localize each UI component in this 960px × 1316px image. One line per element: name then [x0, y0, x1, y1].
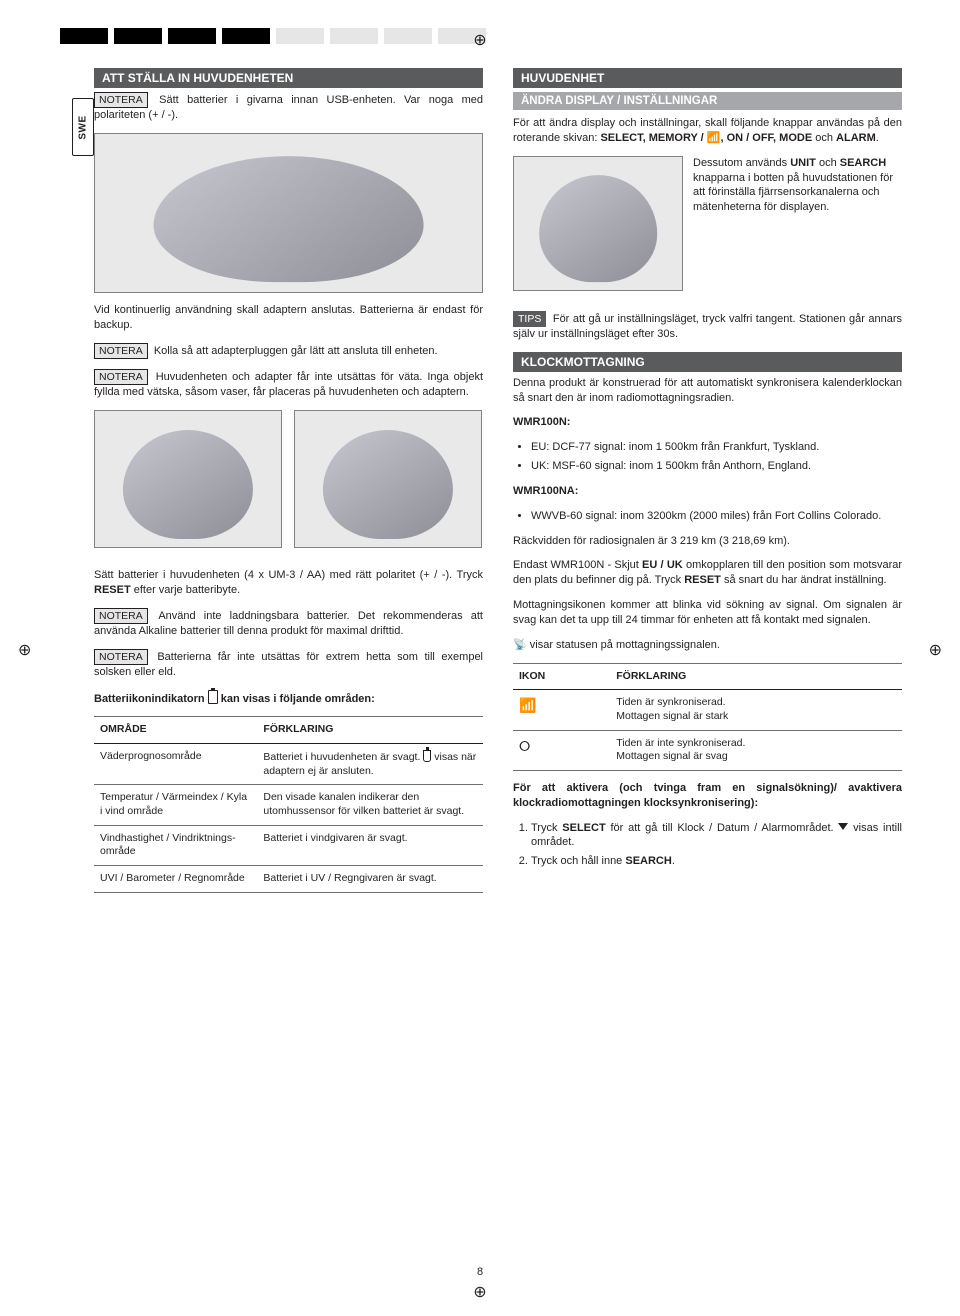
swatch — [276, 28, 324, 44]
tips-tag: TIPS — [513, 311, 546, 327]
content-columns: ATT STÄLLA IN HUVUDENHETEN NOTERA Sätt b… — [94, 68, 902, 903]
table-cell: Tiden är synkroniserad. Mottagen signal … — [610, 690, 902, 730]
triangle-down-icon — [838, 823, 848, 830]
reception-icon: 📡 — [513, 639, 527, 651]
signal-icon: 📶 — [707, 132, 721, 144]
page-number: 8 — [477, 1266, 483, 1278]
language-tab-label: SWE — [78, 115, 89, 139]
body-text: Räckvidden för radiosignalen är 3 219 km… — [513, 534, 902, 549]
registration-mark-icon: ⊕ — [18, 640, 31, 660]
list-item: Tryck SELECT för att gå till Klock / Dat… — [531, 821, 902, 851]
list-item: WWVB-60 signal: inom 3200km (2000 miles)… — [531, 509, 902, 524]
table-cell-icon: 📶 — [513, 690, 610, 730]
table-row: Väderprognos­område Batteriet i huvudenh… — [94, 744, 483, 785]
note-tag: NOTERA — [94, 649, 148, 665]
body-text: För att ändra display och inställningar,… — [513, 116, 902, 146]
figure-battery-compartment — [294, 410, 482, 548]
table-header: FÖRKLARING — [610, 663, 902, 690]
table-cell: UVI / Barometer / Regnområde — [94, 865, 257, 892]
table-header: OMRÅDE — [94, 717, 257, 744]
note-text: Huvudenheten och adapter får inte utsätt… — [94, 371, 483, 398]
tips-paragraph: TIPS För att gå ur inställningsläget, tr… — [513, 311, 902, 342]
numbered-list: Tryck SELECT för att gå till Klock / Dat… — [513, 821, 902, 870]
table-header: IKON — [513, 663, 610, 690]
swatch — [168, 28, 216, 44]
body-text: Endast WMR100N - Skjut EU / UK omkopplar… — [513, 558, 902, 588]
note-text: Sätt batterier i givarna innan USB-enhet… — [94, 94, 483, 121]
print-colorbar — [60, 28, 486, 44]
table-cell: Batteriet i huvudenheten är svagt. visas… — [257, 744, 483, 785]
body-text: Mottagningsikonen kommer att blinka vid … — [513, 598, 902, 628]
note-tag: NOTERA — [94, 608, 148, 624]
list-item: UK: MSF-60 signal: inom 1 500km från Ant… — [531, 459, 902, 474]
left-column: ATT STÄLLA IN HUVUDENHETEN NOTERA Sätt b… — [94, 68, 483, 903]
body-text: Batteriikonindikatorn kan visas i följan… — [94, 690, 483, 707]
swatch — [384, 28, 432, 44]
note-text: Använd inte laddningsbara batterier. Det… — [94, 610, 483, 637]
note-tag: NOTERA — [94, 369, 148, 385]
figure-with-caption: Dessutom används UNIT och SEARCH knappar… — [513, 156, 902, 301]
bullet-list: EU: DCF-77 signal: inom 1 500km från Fra… — [513, 440, 902, 474]
figure-device-arrow — [94, 410, 282, 548]
table-row: 📶 Tiden är synkroniserad. Mottagen signa… — [513, 690, 902, 730]
table-row: UVI / Barometer / Regnområde Batteriet i… — [94, 865, 483, 892]
note-paragraph: NOTERA Sätt batterier i givarna innan US… — [94, 92, 483, 123]
table-row: ⭘ Tiden är inte synkroniserad. Mottagen … — [513, 730, 902, 770]
registration-mark-icon: ⊕ — [473, 30, 486, 50]
battery-icon — [208, 690, 218, 704]
table-cell: Vindhastighet / Vindriktnings­område — [94, 825, 257, 865]
figure-display-unit — [513, 156, 683, 291]
bullet-list: WWVB-60 signal: inom 3200km (2000 miles)… — [513, 509, 902, 524]
registration-mark-icon: ⊕ — [473, 1282, 486, 1302]
sub-heading: ÄNDRA DISPLAY / INSTÄLLNINGAR — [513, 92, 902, 110]
table-cell: Väderprognos­område — [94, 744, 257, 785]
right-column: HUVUDENHET ÄNDRA DISPLAY / INSTÄLLNINGAR… — [513, 68, 902, 903]
note-text: Batterierna får inte utsättas för extrem… — [94, 651, 483, 678]
list-item: Tryck och håll inne SEARCH. — [531, 854, 902, 869]
table-cell: Temperatur / Värmeindex / Kyla i vind om… — [94, 785, 257, 825]
note-paragraph: NOTERA Batterierna får inte utsättas för… — [94, 649, 483, 680]
swatch — [114, 28, 162, 44]
registration-mark-icon: ⊕ — [929, 640, 942, 660]
tips-text: För att gå ur inställningsläget, tryck v… — [513, 313, 902, 340]
list-item: EU: DCF-77 signal: inom 1 500km från Fra… — [531, 440, 902, 455]
figure-row — [94, 410, 483, 558]
swatch — [60, 28, 108, 44]
table-cell: Batteriet i UV / Regngivaren är svagt. — [257, 865, 483, 892]
note-text: Kolla så att adapterpluggen går lätt att… — [154, 345, 438, 357]
body-text: För att aktivera (och tvinga fram en sig… — [513, 781, 902, 811]
figure-adapter — [94, 133, 483, 293]
body-text: Vid kontinuerlig användning skall adapte… — [94, 303, 483, 333]
note-tag: NOTERA — [94, 92, 148, 108]
language-tab: SWE — [72, 98, 94, 156]
model-heading: WMR100N: — [513, 415, 902, 430]
note-paragraph: NOTERA Huvudenheten och adapter får inte… — [94, 369, 483, 400]
table-row: Temperatur / Värmeindex / Kyla i vind om… — [94, 785, 483, 825]
reception-status-table: IKON FÖRKLARING 📶 Tiden är synkroniserad… — [513, 663, 902, 771]
table-header: FÖRKLARING — [257, 717, 483, 744]
swatch — [330, 28, 378, 44]
plug-icon — [423, 750, 431, 762]
note-paragraph: NOTERA Använd inte laddningsbara batteri… — [94, 608, 483, 639]
battery-areas-table: OMRÅDE FÖRKLARING Väderprognos­område Ba… — [94, 716, 483, 892]
note-paragraph: NOTERA Kolla så att adapterpluggen går l… — [94, 343, 483, 359]
page: ⊕ ⊕ ⊕ ⊕ SWE ATT STÄLLA IN HUVUDENHETEN N… — [0, 0, 960, 1316]
section-heading: HUVUDENHET — [513, 68, 902, 88]
table-cell: Den visade kanalen indikerar den utomhus… — [257, 785, 483, 825]
section-heading: ATT STÄLLA IN HUVUDENHETEN — [94, 68, 483, 88]
table-cell-icon: ⭘ — [513, 730, 610, 770]
swatch — [222, 28, 270, 44]
model-heading: WMR100NA: — [513, 484, 902, 499]
signal-weak-icon: ⭘ — [519, 738, 530, 754]
body-text: 📡 visar statusen på mottagningssignalen. — [513, 638, 902, 653]
body-text: Denna produkt är konstruerad för att aut… — [513, 376, 902, 406]
table-cell: Tiden är inte synkroniserad. Mottagen si… — [610, 730, 902, 770]
figure-caption: Dessutom används UNIT och SEARCH knappar… — [693, 156, 902, 301]
note-tag: NOTERA — [94, 343, 148, 359]
table-row: Vindhastighet / Vindriktnings­område Bat… — [94, 825, 483, 865]
table-cell: Batteriet i vindgivaren är svagt. — [257, 825, 483, 865]
section-heading: KLOCKMOTTAGNING — [513, 352, 902, 372]
body-text: Sätt batterier i huvudenheten (4 x UM-3 … — [94, 568, 483, 598]
signal-strong-icon: 📶 — [519, 697, 536, 713]
